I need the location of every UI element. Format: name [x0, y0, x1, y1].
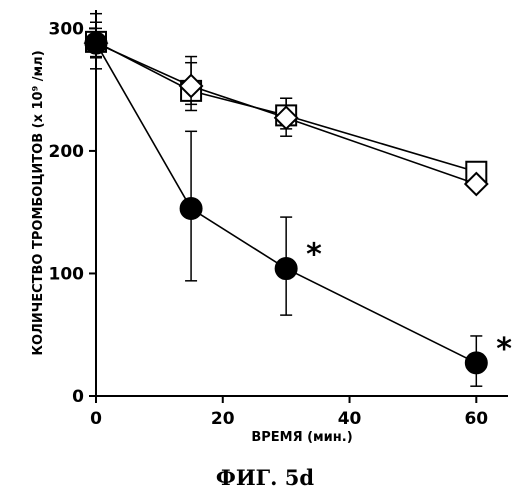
significance-marker: * [306, 238, 322, 273]
y-tick-label: 200 [49, 142, 85, 162]
y-tick-label: 0 [72, 387, 84, 407]
x-tick-label: 60 [464, 409, 488, 429]
significance-marker: * [496, 332, 512, 367]
x-tick-label: 0 [90, 409, 102, 429]
x-axis-title: ВРЕМЯ (мин.) [251, 430, 352, 445]
data-point-filled-circle [180, 198, 202, 220]
data-point-filled-circle [465, 352, 487, 374]
labels-layer: 0 20 40 60 0 100 200 300 ВРЕМЯ (мин.) КОЛИЧЕСТВО … [31, 19, 512, 490]
figure-label: ФИГ. 5d [216, 465, 314, 490]
y-tick-label: 100 [49, 264, 85, 284]
y-axis-title: КОЛИЧЕСТВО ТРОМБОЦИТОВ (x 10⁹ /мл) [31, 50, 46, 355]
data-point-filled-circle [275, 258, 297, 280]
series-layer [85, 14, 487, 387]
x-tick-label: 40 [338, 409, 362, 429]
x-tick-label: 20 [211, 409, 235, 429]
y-tick-label: 300 [49, 19, 85, 39]
